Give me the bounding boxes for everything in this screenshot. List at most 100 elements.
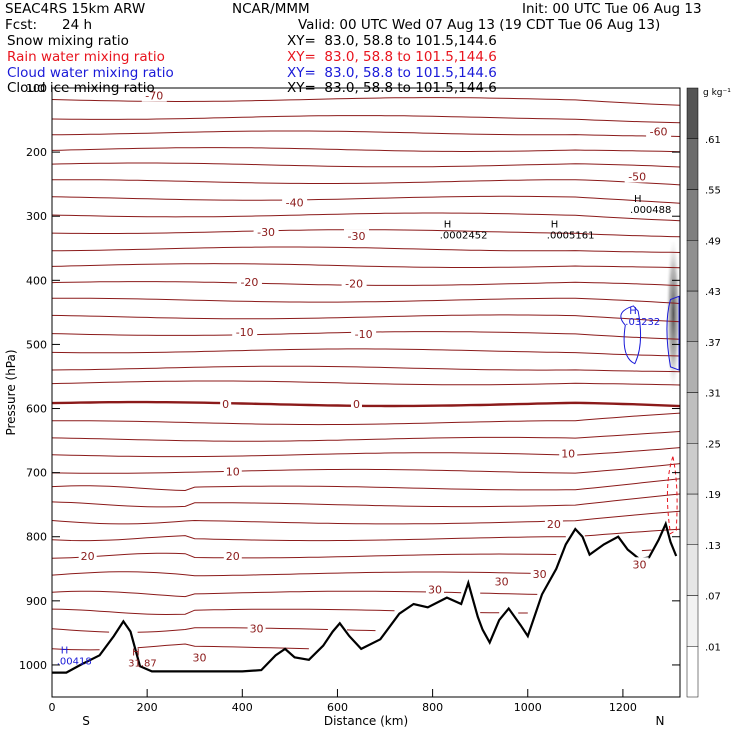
- temp-label-bg-18: [190, 650, 209, 664]
- colorbar-tick-8: .49: [705, 236, 721, 247]
- temp-label-bg-7: [341, 276, 367, 290]
- colorbar-swatch-9: [686, 189, 699, 241]
- field-cloudice-xy: XY= 83.0, 58.8 to 101.5,144.6: [287, 80, 497, 96]
- temp-label-20: 30: [495, 576, 509, 589]
- temp-label-1: -60: [650, 126, 668, 139]
- y-tick-label-200: 200: [26, 146, 47, 159]
- field-snow-name: Snow mixing ratio: [7, 33, 129, 49]
- isotherm-220: [51, 162, 681, 168]
- x-tick-label-200: 200: [137, 701, 158, 714]
- field-cloudwater-xy: XY= 83.0, 58.8 to 101.5,144.6: [287, 65, 497, 81]
- temp-label-3: -40: [286, 197, 304, 210]
- max-marker-0: H: [634, 194, 642, 205]
- max-marker-5: H: [132, 648, 140, 659]
- field-rain-name: Rain water mixing ratio: [7, 49, 165, 65]
- temp-label-bg-12: [223, 464, 242, 478]
- temp-label-16: 20: [547, 518, 561, 531]
- temp-label-10: 0: [222, 398, 229, 411]
- temp-label-bg-21: [530, 566, 549, 580]
- isotherm-510: [51, 348, 681, 357]
- colorbar-tick-10: .61: [705, 135, 721, 146]
- colorbar-swatch-0: [686, 646, 699, 698]
- x-tick-label-0: 0: [49, 701, 56, 714]
- isotherm-698: [51, 463, 681, 474]
- colorbar-swatch-4: [686, 443, 699, 495]
- forecast-hours: 24 h: [62, 17, 93, 33]
- center-label: NCAR/MMM: [232, 1, 310, 17]
- temperature-contours: [51, 97, 681, 651]
- temp-label-19: 30: [428, 583, 442, 596]
- temp-label-bg-17: [247, 621, 266, 635]
- colorbar: .01 .07 .13 .19 .25 .31 .37 .43 .49 .55 .61 g kg⁻¹: [686, 87, 731, 698]
- colorbar-tick-1: .07: [705, 592, 721, 603]
- y-tick-label-800: 800: [26, 531, 47, 544]
- temp-label-5: -30: [348, 230, 366, 243]
- isotherm-377: [51, 263, 681, 269]
- colorbar-swatch-8: [686, 240, 699, 292]
- y-tick-label-500: 500: [26, 338, 47, 351]
- temp-label-bg-4: [253, 225, 279, 239]
- y-tick-label-400: 400: [26, 274, 47, 287]
- isotherm-888: [51, 590, 538, 598]
- cloud-water-contour-1: [620, 305, 642, 365]
- temp-label-18: 30: [192, 651, 206, 664]
- contour-labels: -70 -60 -50 -40 -30 -30 -20 -20 -10 -10 0 0 10 10 20 20…: [57, 88, 672, 670]
- colorbar-swatch-3: [686, 493, 699, 545]
- isotherm-648: [51, 431, 681, 442]
- isotherm-246: [52, 179, 681, 186]
- init-time: Init: 00 UTC Tue 06 Aug 13: [522, 1, 702, 17]
- isotherm-170: [52, 130, 681, 137]
- max-value-3: .03232: [625, 317, 660, 328]
- max-value-4: .00418: [57, 657, 92, 668]
- temp-label-bg-0: [141, 88, 167, 102]
- x-tick-label-1000: 1000: [514, 701, 542, 714]
- temp-label-bg-1: [646, 124, 672, 138]
- temp-label-bg-22: [630, 557, 649, 571]
- isotherm-777: [51, 510, 681, 525]
- isotherm-973: [51, 643, 309, 651]
- max-value-1: .0002452: [440, 230, 488, 241]
- temp-label-bg-11: [350, 397, 362, 411]
- temp-label-21: 30: [533, 568, 547, 581]
- temp-label-12: 10: [226, 465, 240, 478]
- isotherm-724: [51, 478, 681, 492]
- x-tick-label-400: 400: [232, 701, 253, 714]
- isotherm-560: [51, 380, 681, 386]
- max-marker-1: H: [444, 219, 452, 230]
- colorbar-tick-9: .55: [705, 186, 721, 197]
- colorbar-swatch-2: [686, 544, 699, 596]
- colorbar-tick-3: .19: [705, 490, 721, 501]
- temp-label-bg-13: [559, 446, 578, 460]
- isotherm-351: [51, 246, 681, 253]
- isotherm-196: [51, 147, 681, 153]
- cloud-water-contour-2: [666, 295, 680, 371]
- field-cloudwater-name: Cloud water mixing ratio: [7, 65, 174, 81]
- field-cloudice-name: Cloud ice mixing ratio: [7, 80, 155, 96]
- rain-water-contour: [666, 456, 678, 535]
- y-tick-label-900: 900: [26, 595, 47, 608]
- temp-label-9: -10: [355, 328, 373, 341]
- temp-label-bg-20: [492, 574, 511, 588]
- north-label: N: [656, 714, 665, 728]
- temp-label-bg-15: [223, 548, 242, 562]
- plot-frame: [51, 87, 681, 698]
- isotherm-457: [51, 314, 681, 323]
- x-tick-label-600: 600: [327, 701, 348, 714]
- isotherm-672: [51, 447, 681, 458]
- isotherm-146: [51, 115, 681, 124]
- terrain-profile: [52, 520, 678, 674]
- model-title: SEAC4RS 15km ARW: [5, 1, 146, 17]
- temp-label-15: 20: [226, 550, 240, 563]
- y-tick-label-600: 600: [26, 403, 47, 416]
- y-tick-label-700: 700: [26, 467, 47, 480]
- terrain-line: [52, 520, 678, 674]
- colorbar-tick-7: .43: [705, 287, 721, 298]
- temp-label-2: -50: [628, 170, 646, 183]
- isotherm-858: [51, 571, 547, 577]
- colorbar-swatch-1: [686, 595, 699, 647]
- temp-label-17: 30: [250, 622, 264, 635]
- forecast-label: Fcst:: [5, 17, 38, 33]
- max-value-0: .000488: [630, 205, 671, 216]
- isotherm-803: [51, 528, 681, 542]
- temp-label-0: -70: [145, 90, 163, 103]
